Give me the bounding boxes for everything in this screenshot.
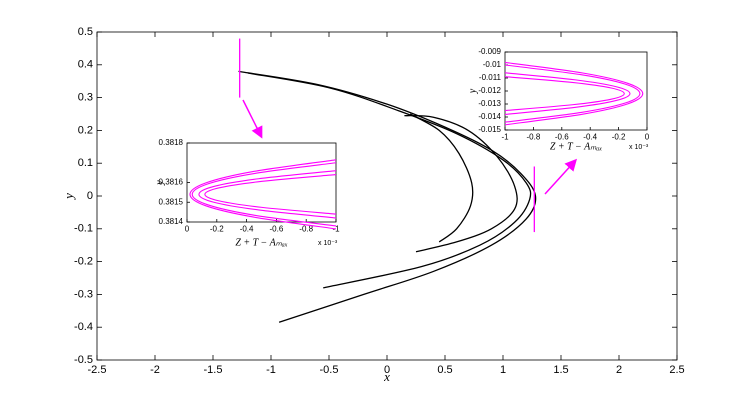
x-tick-label: -0.6 bbox=[555, 132, 569, 141]
y-tick-label: -0.011 bbox=[479, 73, 502, 82]
y-tick-label: -0.01 bbox=[483, 60, 502, 69]
x-tick-label: -0.4 bbox=[240, 224, 254, 233]
y-tick-label: -0.013 bbox=[478, 99, 501, 108]
x-tick-label: -0.2 bbox=[210, 224, 224, 233]
y-tick-label: 0.3 bbox=[78, 92, 93, 104]
axis-multiplier: x 10⁻³ bbox=[629, 144, 649, 151]
x-tick-label: 0.5 bbox=[437, 364, 452, 376]
x-axis-label: Z + T − Aₘₐₓ bbox=[235, 237, 288, 248]
data-line bbox=[198, 170, 337, 219]
y-tick-label: 0.3818 bbox=[159, 138, 184, 147]
x-tick-label: 0 bbox=[384, 364, 390, 376]
y-tick-label: -0.014 bbox=[478, 112, 501, 121]
y-tick-label: -0.5 bbox=[74, 354, 93, 366]
data-line bbox=[238, 70, 537, 323]
y-tick-label: 0.4 bbox=[78, 59, 93, 71]
y-tick-label: -0.4 bbox=[74, 321, 93, 333]
y-tick-label: -0.3 bbox=[74, 288, 93, 300]
x-tick-label: 0 bbox=[185, 224, 190, 233]
y-tick-label: 0.1 bbox=[78, 157, 93, 169]
pointer-arrow bbox=[242, 99, 263, 139]
y-tick-label: -0.015 bbox=[478, 125, 501, 134]
y-tick-label: -0.012 bbox=[478, 86, 501, 95]
x-tick-label: -0.5 bbox=[320, 364, 339, 376]
data-line bbox=[191, 162, 337, 227]
axis-multiplier: x 10⁻³ bbox=[318, 240, 338, 247]
x-tick-label: -1.5 bbox=[204, 364, 223, 376]
x-tick-label: -1 bbox=[332, 224, 340, 233]
y-axis-label: y bbox=[61, 193, 76, 201]
x-tick-label: 1.5 bbox=[553, 364, 568, 376]
data-line bbox=[504, 72, 631, 115]
y-tick-label: 0 bbox=[87, 190, 93, 202]
x-tick-label: -0.6 bbox=[270, 224, 284, 233]
x-tick-label: -2.5 bbox=[88, 364, 107, 376]
data-line bbox=[504, 64, 641, 123]
data-line bbox=[504, 76, 625, 112]
x-axis-label: Z + T − Aₘₐₓ bbox=[550, 141, 603, 152]
y-tick-label: -0.009 bbox=[478, 47, 501, 56]
data-line bbox=[409, 113, 474, 243]
x-tick-label: -2 bbox=[150, 364, 160, 376]
y-axis-label: y bbox=[467, 88, 478, 94]
pointer-arrow bbox=[544, 158, 578, 195]
x-tick-label: -0.8 bbox=[299, 224, 313, 233]
x-tick-label: 2.5 bbox=[669, 364, 684, 376]
y-tick-label: 0.3816 bbox=[159, 178, 184, 187]
data-line bbox=[504, 61, 644, 126]
y-tick-label: 0.2 bbox=[78, 124, 93, 136]
x-tick-label: -0.4 bbox=[583, 132, 597, 141]
y-tick-label: 0.3815 bbox=[159, 197, 184, 206]
y-axis-label: y bbox=[154, 180, 165, 186]
data-line bbox=[247, 72, 532, 289]
x-tick-label: -0.2 bbox=[612, 132, 626, 141]
x-axis-label: x bbox=[383, 369, 390, 384]
x-tick-label: 2 bbox=[616, 364, 622, 376]
data-line bbox=[204, 174, 337, 215]
x-tick-label: -1 bbox=[266, 364, 276, 376]
plot-frame bbox=[504, 51, 648, 131]
data-line bbox=[189, 159, 337, 230]
x-tick-label: -0.8 bbox=[527, 132, 541, 141]
x-tick-label: 1 bbox=[500, 364, 506, 376]
x-tick-label: -1 bbox=[501, 132, 509, 141]
x-tick-label: 0 bbox=[645, 132, 650, 141]
data-line bbox=[404, 114, 518, 253]
y-tick-label: -0.1 bbox=[74, 223, 93, 235]
y-tick-label: -0.2 bbox=[74, 256, 93, 268]
y-tick-label: 0.5 bbox=[78, 26, 93, 38]
y-tick-label: 0.3814 bbox=[159, 217, 184, 226]
